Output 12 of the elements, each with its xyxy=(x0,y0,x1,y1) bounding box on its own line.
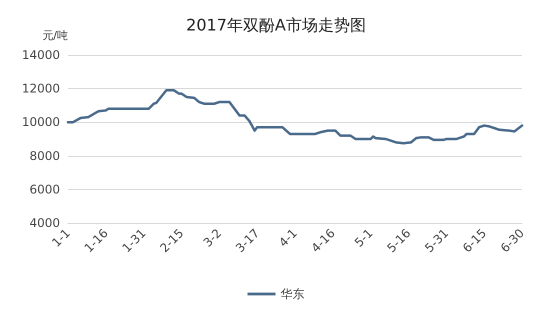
y-tick-label: 6000 xyxy=(29,182,60,196)
legend-label: 华东 xyxy=(280,287,304,301)
y-tick-label: 12000 xyxy=(22,82,60,96)
x-tick-label: 3-2 xyxy=(200,226,224,250)
y-tick-label: 10000 xyxy=(22,115,60,130)
y-axis-title: 元/吨 xyxy=(42,29,68,42)
x-tick-label: 5-1 xyxy=(352,226,376,250)
line-series xyxy=(66,89,524,144)
y-tick-label: 14000 xyxy=(22,48,60,62)
x-tick-label: 4-1 xyxy=(276,226,300,250)
chart-title: 2017年双酚A市场走势图 xyxy=(186,16,366,34)
y-tick-label: 8000 xyxy=(29,148,60,163)
